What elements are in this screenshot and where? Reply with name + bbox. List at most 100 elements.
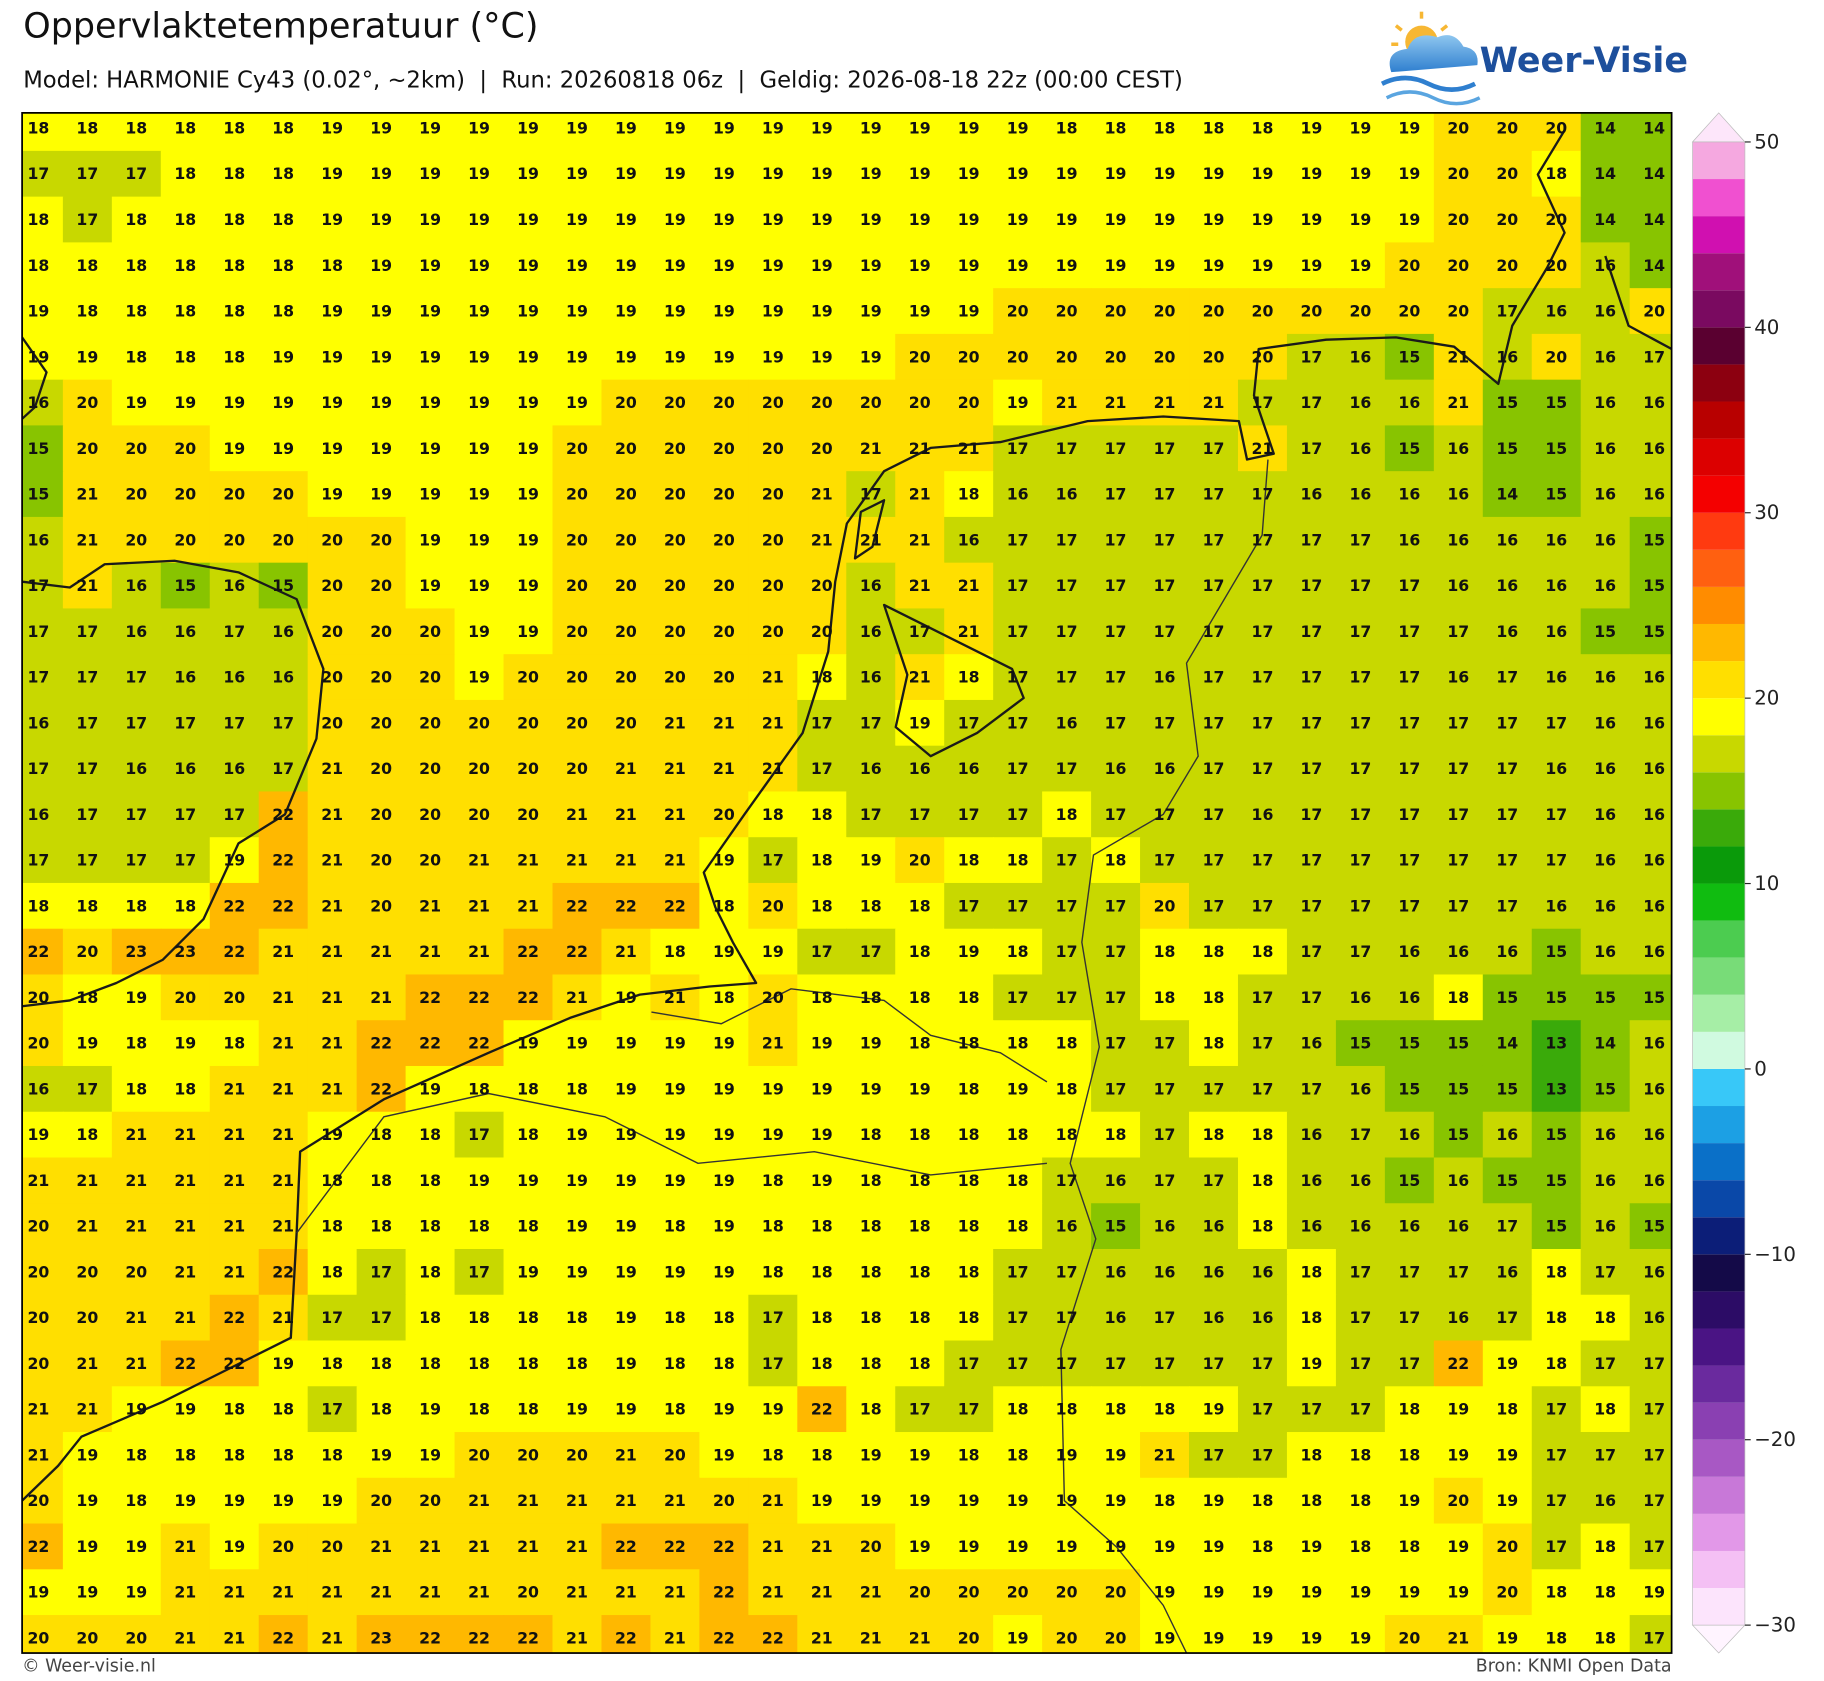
temperature-label: 21 <box>909 439 931 458</box>
temperature-label: 20 <box>1154 347 1176 366</box>
colorbar-segment <box>1692 920 1745 958</box>
temperature-label: 16 <box>1349 393 1371 412</box>
temperature-cell <box>1482 1249 1533 1296</box>
temperature-cell <box>895 1203 945 1250</box>
temperature-label: 17 <box>1594 1354 1616 1373</box>
temperature-cell <box>1433 471 1484 518</box>
temperature-label: 19 <box>1007 1628 1029 1647</box>
temperature-label: 20 <box>566 668 588 687</box>
temperature-label: 20 <box>1496 256 1518 275</box>
temperature-cell <box>650 1157 700 1204</box>
temperature-label: 18 <box>1447 988 1469 1007</box>
temperature-cell <box>1237 882 1288 930</box>
temperature-cell <box>209 1065 260 1113</box>
temperature-label: 19 <box>1398 1491 1420 1510</box>
temperature-label: 20 <box>517 805 539 824</box>
temperature-cell <box>1384 425 1435 472</box>
temperature-label: 17 <box>1203 713 1225 732</box>
temperature-label: 21 <box>615 942 637 961</box>
temperature-label: 17 <box>1496 1217 1518 1236</box>
temperature-cell <box>356 516 407 564</box>
temperature-label: 17 <box>909 1400 931 1419</box>
temperature-cell <box>699 333 749 381</box>
temperature-label: 17 <box>1105 576 1127 595</box>
temperature-label: 17 <box>174 805 196 824</box>
temperature-cell <box>1237 150 1288 198</box>
temperature-cell <box>209 150 260 198</box>
temperature-label: 16 <box>1447 1217 1469 1236</box>
temperature-label: 22 <box>419 1034 441 1053</box>
temperature-label: 22 <box>370 1079 392 1098</box>
temperature-label: 16 <box>1643 1125 1665 1144</box>
temperature-label: 17 <box>27 622 49 641</box>
temperature-label: 19 <box>1203 1537 1225 1556</box>
temperature-cell <box>111 608 162 655</box>
temperature-label: 18 <box>517 1079 539 1098</box>
temperature-label: 17 <box>1105 1034 1127 1053</box>
temperature-cell <box>1091 425 1141 472</box>
temperature-cell <box>160 1294 211 1342</box>
temperature-label: 16 <box>1594 256 1616 275</box>
temperature-cell <box>1237 562 1288 610</box>
temperature-label: 21 <box>321 759 343 778</box>
temperature-cell <box>209 1111 260 1159</box>
temperature-label: 18 <box>370 1171 392 1190</box>
temperature-cell <box>1580 974 1631 1021</box>
temperature-cell <box>846 928 896 976</box>
colorbar-segment <box>1692 401 1745 439</box>
temperature-cell <box>650 1249 700 1296</box>
temperature-label: 19 <box>321 485 343 504</box>
temperature-cell <box>1629 516 1672 564</box>
temperature-cell <box>650 425 700 472</box>
temperature-label: 19 <box>713 302 735 321</box>
temperature-label: 20 <box>664 576 686 595</box>
temperature-label: 19 <box>517 576 539 595</box>
temperature-label: 17 <box>76 164 98 183</box>
temperature-label: 20 <box>419 805 441 824</box>
temperature-label: 18 <box>1545 1308 1567 1327</box>
temperature-label: 17 <box>1496 302 1518 321</box>
temperature-cell <box>160 837 211 884</box>
temperature-label: 18 <box>1252 1125 1274 1144</box>
temperature-label: 19 <box>811 347 833 366</box>
temperature-cell <box>1433 699 1484 747</box>
temperature-label: 19 <box>1252 164 1274 183</box>
map-field <box>22 112 1672 1654</box>
temperature-cell <box>1140 1111 1190 1159</box>
temperature-cell <box>356 745 407 793</box>
temperature-cell <box>1384 242 1435 289</box>
temperature-label: 16 <box>1252 805 1274 824</box>
temperature-label: 16 <box>860 576 882 595</box>
temperature-label: 17 <box>1496 1308 1518 1327</box>
temperature-label: 22 <box>272 1262 294 1281</box>
temperature-label: 17 <box>1056 896 1078 915</box>
temperature-cell <box>944 654 994 701</box>
colorbar-segment <box>1692 994 1745 1032</box>
temperature-label: 18 <box>125 302 147 321</box>
temperature-cell <box>1335 1157 1386 1204</box>
temperature-label: 18 <box>1594 1537 1616 1556</box>
temperature-cell <box>307 471 358 518</box>
temperature-cell <box>503 471 554 518</box>
temperature-label: 16 <box>1594 896 1616 915</box>
temperature-cell <box>209 974 260 1021</box>
temperature-cell <box>1335 699 1386 747</box>
temperature-label: 19 <box>174 1491 196 1510</box>
temperature-label: 16 <box>1203 1217 1225 1236</box>
temperature-label: 19 <box>909 1537 931 1556</box>
temperature-label: 19 <box>1007 1491 1029 1510</box>
temperature-label: 16 <box>1496 347 1518 366</box>
temperature-cell <box>748 1249 798 1296</box>
temperature-label: 16 <box>223 668 245 687</box>
temperature-label: 19 <box>1496 1628 1518 1647</box>
temperature-label: 17 <box>1203 439 1225 458</box>
temperature-cell <box>1091 1294 1141 1342</box>
temperature-cell <box>846 882 896 930</box>
temperature-label: 19 <box>468 1171 490 1190</box>
temperature-cell <box>160 1111 211 1159</box>
temperature-cell <box>405 288 456 335</box>
temperature-cell <box>1629 1157 1672 1204</box>
temperature-cell <box>699 425 749 472</box>
temperature-cell <box>797 242 847 289</box>
temperature-cell <box>1286 928 1337 976</box>
